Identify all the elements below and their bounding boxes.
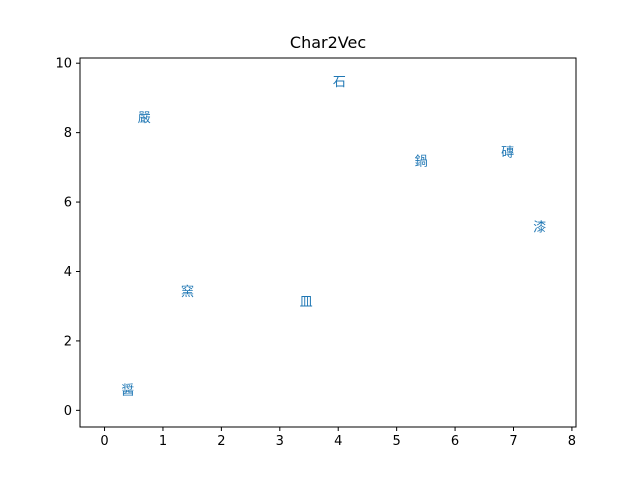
axes-group: 0 1 2 3 4 5 6 7 8 0 2 4 6 8 10 <box>55 57 576 449</box>
plot-frame <box>79 57 577 428</box>
point-label: 石 <box>333 75 346 90</box>
x-tick-label: 0 <box>100 434 108 449</box>
x-tick-label: 6 <box>451 434 459 449</box>
point-label: 漆 <box>533 220 546 236</box>
chart-title: Char2Vec <box>290 33 366 52</box>
point-label: 鍋 <box>415 154 428 170</box>
x-tick-label: 7 <box>509 434 517 449</box>
y-tick-label: 4 <box>64 265 72 280</box>
point-label: 磚 <box>501 145 514 160</box>
x-tick-label: 4 <box>334 434 342 449</box>
x-tick-label: 8 <box>568 434 576 449</box>
point-label: 嚴 <box>138 111 151 126</box>
y-tick-label: 2 <box>64 334 72 349</box>
point-label: 醤 <box>121 384 134 399</box>
x-tick-label: 1 <box>159 434 167 449</box>
x-tick-label: 3 <box>276 434 284 449</box>
y-tick-label: 10 <box>55 57 72 72</box>
y-tick-label: 6 <box>64 196 72 211</box>
y-tick-label: 8 <box>64 126 72 141</box>
point-label: 窯 <box>181 285 194 300</box>
x-tick-label: 5 <box>393 434 401 449</box>
points-group: 醤 窯皿 石鍋 磚漆 嚴 <box>121 75 546 399</box>
point-label: 皿 <box>300 295 313 310</box>
x-tick-label: 2 <box>217 434 225 449</box>
y-tick-label: 0 <box>64 404 72 419</box>
